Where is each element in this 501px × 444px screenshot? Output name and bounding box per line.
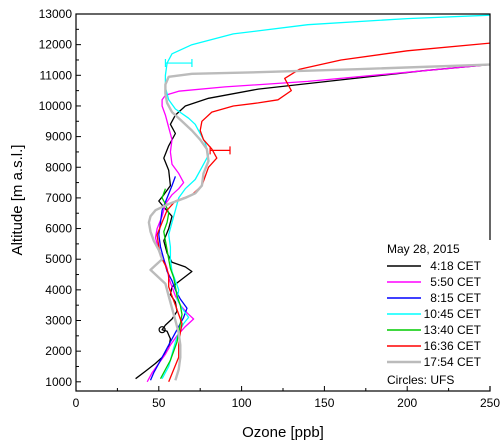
series-line-7 [147, 63, 490, 381]
error-bar-1 [164, 59, 193, 68]
y-tick-label: 1000 [45, 375, 72, 389]
y-tick-label: 11000 [40, 68, 73, 82]
y-tick-label: 7000 [45, 191, 72, 205]
series-line-2 [146, 63, 490, 383]
y-axis-ticks: 1000 2000 3000 4000 5000 6000 7000 8000 9000 1000… [39, 7, 81, 389]
x-tick-label: 200 [397, 396, 417, 410]
legend: May 28, 2015 4:18 CET 5:50 CET 8:15 CET 10:… [384, 240, 491, 387]
series-layer [135, 14, 490, 383]
y-tick-label: 10000 [39, 99, 73, 113]
y-axis-label: Altitude [m a.s.l.] [9, 145, 26, 256]
ufs-circle-marker-1 [158, 326, 166, 334]
y-tick-label: 2000 [45, 344, 72, 358]
legend-label-6: 16:36 CET [424, 339, 482, 353]
legend-entries: 4:18 CET 5:50 CET 8:15 CET 10:45 CET 13:40 C… [387, 259, 482, 369]
y-tick-label: 6000 [45, 222, 72, 236]
series-line-1 [135, 63, 490, 380]
series-line-5 [159, 188, 183, 380]
y-tick-label: 12000 [39, 38, 73, 52]
x-tick-label: 100 [232, 396, 252, 410]
x-axis-ticks: 0 50 100 150 200 250 [73, 386, 500, 410]
legend-label-5: 13:40 CET [424, 323, 482, 337]
error-bar-layer [158, 59, 231, 334]
y-tick-label: 9000 [45, 130, 72, 144]
error-bar-2 [209, 146, 231, 155]
y-tick-label: 8000 [45, 160, 72, 174]
x-axis-label: Ozone [ppb] [242, 424, 324, 441]
legend-label-1: 4:18 CET [430, 259, 481, 273]
y-tick-label: 5000 [45, 252, 72, 266]
x-tick-label: 150 [314, 396, 334, 410]
legend-footer: Circles: UFS [387, 373, 454, 387]
x-tick-label: 50 [152, 396, 166, 410]
x-tick-label: 250 [480, 396, 500, 410]
y-tick-label: 3000 [45, 314, 72, 328]
legend-label-7: 17:54 CET [424, 355, 482, 369]
y-tick-label: 4000 [45, 283, 72, 297]
x-tick-label: 0 [73, 396, 80, 410]
legend-title: May 28, 2015 [387, 242, 460, 256]
y-tick-label: 13000 [39, 7, 73, 21]
legend-label-3: 8:15 CET [430, 291, 481, 305]
legend-label-4: 10:45 CET [424, 307, 482, 321]
legend-label-2: 5:50 CET [430, 275, 481, 289]
